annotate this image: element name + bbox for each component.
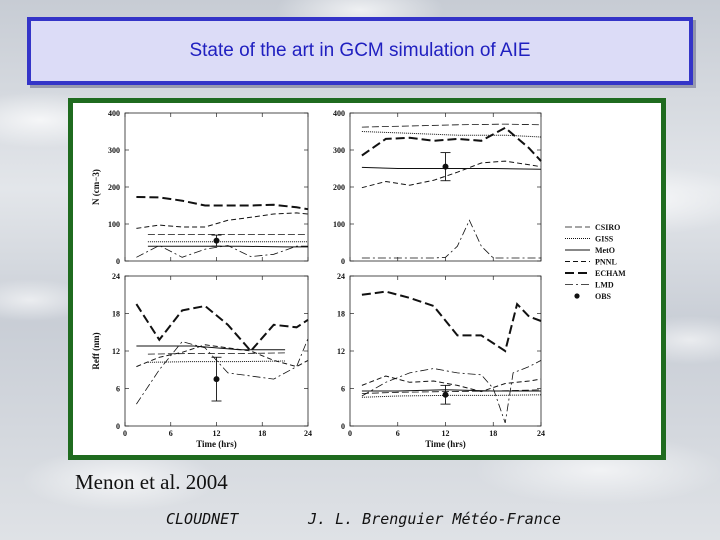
x-axis-label: Time (hrs) bbox=[425, 439, 466, 449]
series-line-csiro bbox=[147, 352, 286, 355]
y-tick-label: 400 bbox=[108, 109, 120, 118]
series-line-echam bbox=[361, 126, 542, 162]
panel-bottom-right: 0 6 12 18 24 0 6 12 18 24 Time (hrs) bbox=[337, 272, 545, 449]
x-tick-label: 24 bbox=[537, 429, 545, 438]
obs-point bbox=[213, 237, 220, 244]
x-tick-label: 18 bbox=[258, 429, 266, 438]
series-line-pnnl bbox=[361, 160, 542, 189]
series-line-lmd bbox=[361, 360, 542, 424]
series-line-pnnl bbox=[136, 344, 309, 368]
y-tick-label: 18 bbox=[337, 310, 345, 319]
model-comparison-figure: 0 100 200 300 400 N (cm−3) 0 100 200 300 400 0 6 12 18… bbox=[91, 109, 626, 449]
y-tick-label: 18 bbox=[112, 310, 120, 319]
footer-project: CLOUDNET bbox=[166, 510, 239, 528]
y-tick-label: 12 bbox=[112, 347, 120, 356]
y-tick-label: 0 bbox=[116, 257, 120, 266]
y-axis-label: N (cm−3) bbox=[91, 169, 101, 205]
series-line-pnnl bbox=[136, 212, 309, 229]
y-tick-label: 24 bbox=[337, 272, 345, 281]
y-tick-label: 6 bbox=[116, 385, 120, 394]
y-tick-label: 0 bbox=[116, 422, 120, 431]
x-tick-label: 0 bbox=[123, 429, 127, 438]
legend-obs-marker bbox=[574, 293, 580, 299]
y-tick-label: 300 bbox=[333, 146, 345, 155]
y-tick-label: 24 bbox=[112, 272, 120, 281]
series-line-echam bbox=[361, 290, 542, 353]
legend-label: LMD bbox=[595, 281, 614, 290]
title-banner: State of the art in GCM simulation of AI… bbox=[27, 17, 693, 85]
y-tick-label: 100 bbox=[108, 220, 120, 229]
series-line-meto bbox=[361, 166, 542, 170]
y-tick-label: 6 bbox=[341, 385, 345, 394]
x-tick-label: 0 bbox=[348, 429, 352, 438]
panel-top-right: 0 100 200 300 400 bbox=[333, 109, 542, 266]
series-line-echam bbox=[135, 303, 309, 353]
slide-title: State of the art in GCM simulation of AI… bbox=[189, 40, 531, 61]
legend-label: CSIRO bbox=[595, 223, 620, 232]
series-line-giss bbox=[361, 394, 542, 398]
legend-label: ECHAM bbox=[595, 269, 626, 278]
figure-frame: 0 100 200 300 400 N (cm−3) 0 100 200 300 400 0 6 12 18… bbox=[68, 98, 666, 460]
plot-frame bbox=[124, 275, 309, 427]
obs-point bbox=[442, 163, 449, 170]
legend: CSIRO GISS MetO PNNL ECHAM LMD OBS bbox=[565, 223, 626, 301]
series-line-lmd bbox=[361, 219, 541, 259]
x-axis-label: Time (hrs) bbox=[196, 439, 237, 449]
panel-bottom-left: 0 6 12 18 24 0 6 12 18 24 Time (hrs) Reff (nm) bbox=[91, 272, 312, 449]
x-tick-label: 12 bbox=[213, 429, 221, 438]
citation: Menon et al. 2004 bbox=[75, 470, 228, 494]
legend-label: PNNL bbox=[595, 258, 617, 267]
series-line-meto bbox=[136, 345, 286, 351]
x-tick-label: 6 bbox=[396, 429, 400, 438]
series-line-lmd bbox=[136, 338, 309, 405]
footer-author: J. L. Brenguier Météo-France bbox=[308, 510, 561, 528]
series-line-pnnl bbox=[361, 375, 542, 393]
x-tick-label: 12 bbox=[442, 429, 450, 438]
y-tick-label: 200 bbox=[333, 183, 345, 192]
legend-label: GISS bbox=[595, 235, 614, 244]
y-tick-label: 12 bbox=[337, 347, 345, 356]
y-tick-label: 300 bbox=[108, 146, 120, 155]
x-tick-label: 6 bbox=[169, 429, 173, 438]
series-line-echam bbox=[136, 196, 309, 211]
obs-point bbox=[213, 376, 220, 383]
series-line-lmd bbox=[136, 245, 308, 258]
y-axis-label: Reff (nm) bbox=[91, 332, 101, 369]
y-tick-label: 100 bbox=[333, 220, 345, 229]
y-tick-label: 0 bbox=[341, 422, 345, 431]
legend-label: MetO bbox=[595, 246, 615, 255]
panel-top-left: 0 100 200 300 400 N (cm−3) bbox=[91, 109, 309, 266]
x-tick-label: 24 bbox=[304, 429, 312, 438]
x-tick-label: 18 bbox=[489, 429, 497, 438]
obs-point bbox=[442, 391, 449, 398]
y-tick-label: 400 bbox=[333, 109, 345, 118]
series-line-meto bbox=[147, 245, 308, 248]
legend-label: OBS bbox=[595, 292, 612, 301]
y-tick-label: 200 bbox=[108, 183, 120, 192]
series-line-csiro bbox=[361, 123, 542, 128]
y-tick-label: 0 bbox=[341, 257, 345, 266]
